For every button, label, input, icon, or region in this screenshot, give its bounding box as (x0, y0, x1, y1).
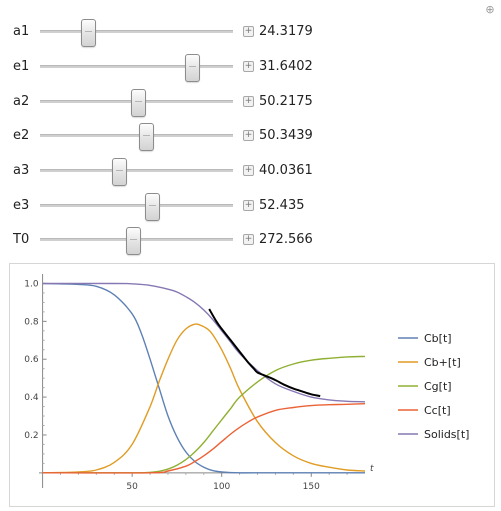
slider-value: 52.435 (259, 198, 305, 213)
slider-row-a1: a1 +24.3179 (0, 16, 501, 47)
slider-track[interactable] (40, 30, 233, 33)
series-line-3 (42, 403, 366, 474)
legend-label: Cc[t] (424, 404, 451, 417)
slider-track[interactable] (40, 169, 233, 172)
slider-label: e1 (13, 59, 30, 74)
x-axis-label: t (370, 464, 374, 474)
legend-label: Solids[t] (424, 428, 469, 441)
slider-label: a1 (13, 24, 30, 39)
slider-label: e2 (13, 128, 30, 143)
add-icon[interactable]: ⊕ (485, 3, 495, 16)
slider-value: 31.6402 (259, 59, 313, 74)
expand-plus-icon[interactable]: + (243, 61, 254, 72)
series-line-0 (42, 282, 365, 474)
slider-thumb[interactable] (81, 19, 97, 47)
slider-row-e3: e3 +52.435 (0, 190, 501, 221)
slider-value: 50.3439 (259, 128, 313, 143)
x-tick-label: 50 (126, 482, 138, 492)
x-tick-label: 150 (303, 482, 320, 492)
slider-thumb[interactable] (185, 54, 201, 82)
y-tick-label: 0.6 (24, 355, 39, 365)
slider-track[interactable] (40, 134, 233, 137)
slider-track[interactable] (40, 204, 233, 207)
slider-value: 40.0361 (259, 163, 313, 178)
slider-value: 24.3179 (259, 24, 313, 39)
slider-label: T0 (13, 232, 30, 247)
slider-thumb[interactable] (112, 158, 128, 186)
slider-track[interactable] (40, 65, 233, 68)
slider-row-t0: T0 +272.566 (0, 224, 501, 255)
series-line-1 (42, 323, 366, 474)
slider-thumb[interactable] (139, 123, 155, 151)
slider-row-e1: e1 +31.6402 (0, 51, 501, 82)
series-line-2 (42, 355, 366, 474)
expand-plus-icon[interactable]: + (243, 234, 254, 245)
plot-panel: 50 100 150 0.2 0.4 0.6 0.8 1.0 t Cb[t] Cb+[t] Cg[t]… (9, 263, 495, 507)
expand-plus-icon[interactable]: + (243, 165, 254, 176)
slider-value: 272.566 (259, 232, 313, 247)
line-chart: 50 100 150 0.2 0.4 0.6 0.8 1.0 t Cb[t] Cb+[t] Cg[t]… (24, 274, 469, 492)
slider-label: a2 (13, 94, 30, 109)
slider-thumb[interactable] (131, 89, 147, 117)
slider-thumb[interactable] (125, 227, 141, 255)
slider-row-e2: e2 +50.3439 (0, 120, 501, 151)
legend-label: Cb+[t] (424, 356, 461, 369)
slider-thumb[interactable] (144, 193, 160, 221)
y-tick-label: 0.8 (24, 317, 39, 327)
slider-row-a2: a2 +50.2175 (0, 86, 501, 117)
slider-label: a3 (13, 163, 30, 178)
slider-label: e3 (13, 198, 30, 213)
slider-row-a3: a3 +40.0361 (0, 155, 501, 186)
data-overlay-line (208, 308, 321, 398)
x-tick-label: 100 (213, 482, 230, 492)
expand-plus-icon[interactable]: + (243, 130, 254, 141)
legend-label: Cg[t] (424, 380, 452, 393)
legend-label: Cb[t] (424, 332, 452, 345)
y-tick-label: 0.2 (24, 431, 38, 441)
series-line-4 (42, 282, 366, 403)
slider-value: 50.2175 (259, 94, 313, 109)
expand-plus-icon[interactable]: + (243, 96, 254, 107)
y-tick-label: 1.0 (24, 279, 39, 289)
expand-plus-icon[interactable]: + (243, 200, 254, 211)
y-tick-label: 0.4 (24, 393, 39, 403)
expand-plus-icon[interactable]: + (243, 26, 254, 37)
